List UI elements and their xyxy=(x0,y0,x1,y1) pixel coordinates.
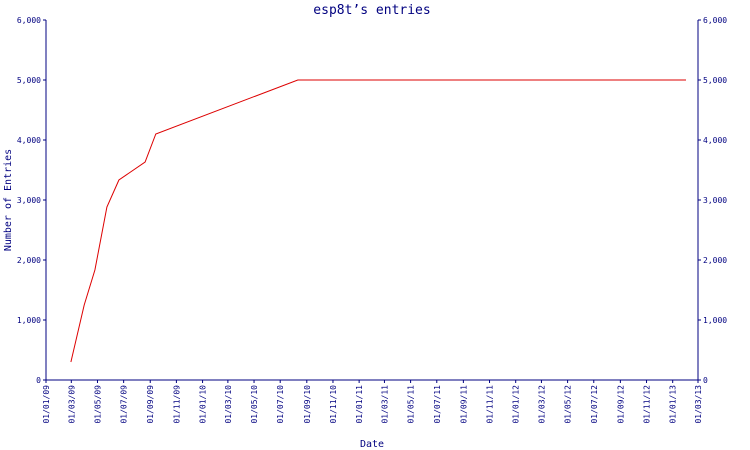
y-tick-label: 0 xyxy=(36,376,41,385)
x-tick-label: 01/11/09 xyxy=(172,385,181,424)
y2-tick-label: 4,000 xyxy=(703,136,727,145)
x-tick-label: 01/11/10 xyxy=(329,385,338,424)
y2-tick-label: 2,000 xyxy=(703,256,727,265)
x-tick-label: 01/03/11 xyxy=(380,385,389,424)
x-tick-label: 01/01/09 xyxy=(42,385,51,424)
y-tick-label: 1,000 xyxy=(17,316,41,325)
x-tick-label: 01/01/10 xyxy=(199,385,208,424)
x-tick-label: 01/07/10 xyxy=(276,385,285,424)
y-axis-label: Number of Entries xyxy=(3,149,14,251)
x-tick-label: 01/09/11 xyxy=(459,385,468,424)
y2-tick-label: 1,000 xyxy=(703,316,727,325)
x-axis-label: Date xyxy=(360,439,384,450)
y-tick-label: 5,000 xyxy=(17,76,41,85)
x-tick-label: 01/03/09 xyxy=(67,385,76,424)
y2-tick-label: 3,000 xyxy=(703,196,727,205)
data-line xyxy=(70,79,686,363)
x-tick-label: 01/09/12 xyxy=(616,385,625,424)
x-tick-label: 01/07/09 xyxy=(120,385,129,424)
x-tick-label: 01/05/09 xyxy=(93,385,102,424)
x-tick-label: 01/09/10 xyxy=(303,385,312,424)
y-tick-label: 3,000 xyxy=(17,196,41,205)
x-tick-label: 01/11/12 xyxy=(643,385,652,424)
y2-tick-label: 5,000 xyxy=(703,76,727,85)
y2-tick-label: 0 xyxy=(703,376,708,385)
x-tick-label: 01/11/11 xyxy=(486,385,495,424)
x-tick-label: 01/01/13 xyxy=(669,385,678,424)
x-tick-label: 01/01/11 xyxy=(355,385,364,424)
chart-title: esp8t’s entries xyxy=(313,3,430,18)
x-tick-label: 01/03/13 xyxy=(694,385,703,424)
y-tick-label: 2,000 xyxy=(17,256,41,265)
x-tick-label: 01/03/12 xyxy=(537,385,546,424)
x-tick-label: 01/07/12 xyxy=(590,385,599,424)
x-tick-label: 01/03/10 xyxy=(224,385,233,424)
x-tick-label: 01/07/11 xyxy=(433,385,442,424)
y-tick-label: 4,000 xyxy=(17,136,41,145)
x-tick-label: 01/05/11 xyxy=(407,385,416,424)
x-tick-label: 01/05/12 xyxy=(564,385,573,424)
x-tick-label: 01/01/12 xyxy=(512,385,521,424)
y2-tick-label: 6,000 xyxy=(703,16,727,25)
x-tick-label: 01/09/09 xyxy=(146,385,155,424)
x-tick-label: 01/05/10 xyxy=(250,385,259,424)
y-tick-label: 6,000 xyxy=(17,16,41,25)
